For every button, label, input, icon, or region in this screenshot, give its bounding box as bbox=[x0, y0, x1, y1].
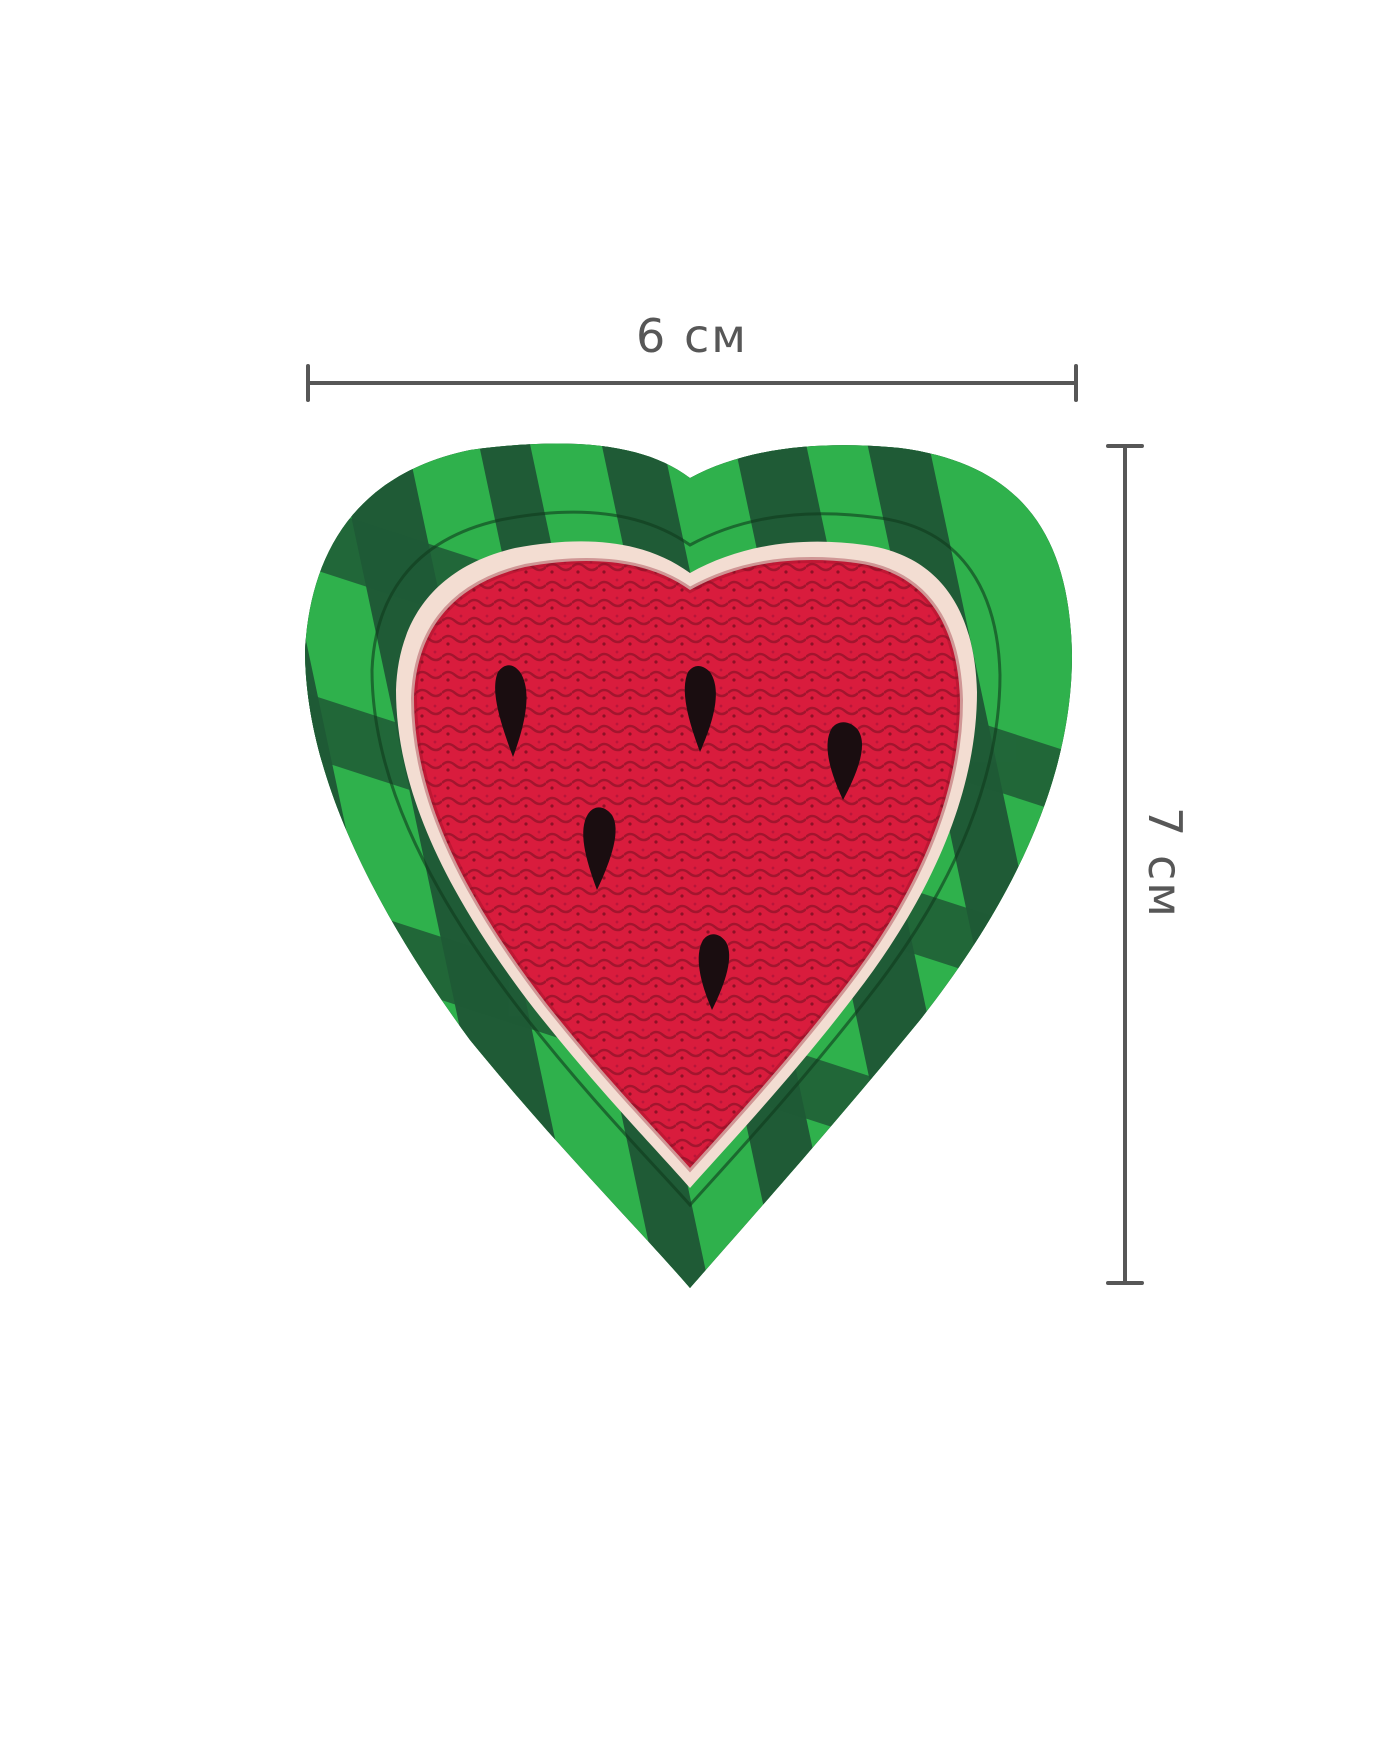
flesh-shade bbox=[410, 557, 964, 1173]
rind-inner-edge bbox=[370, 510, 1002, 1208]
seed-icon bbox=[495, 665, 527, 757]
seed-icon bbox=[583, 807, 616, 890]
seeds bbox=[495, 665, 863, 1010]
seed-icon bbox=[827, 722, 863, 800]
watermelon-flesh bbox=[414, 560, 960, 1168]
seed-icon bbox=[684, 666, 716, 752]
width-dimension-label: 6 см bbox=[636, 309, 748, 363]
seed-icon bbox=[698, 934, 730, 1010]
